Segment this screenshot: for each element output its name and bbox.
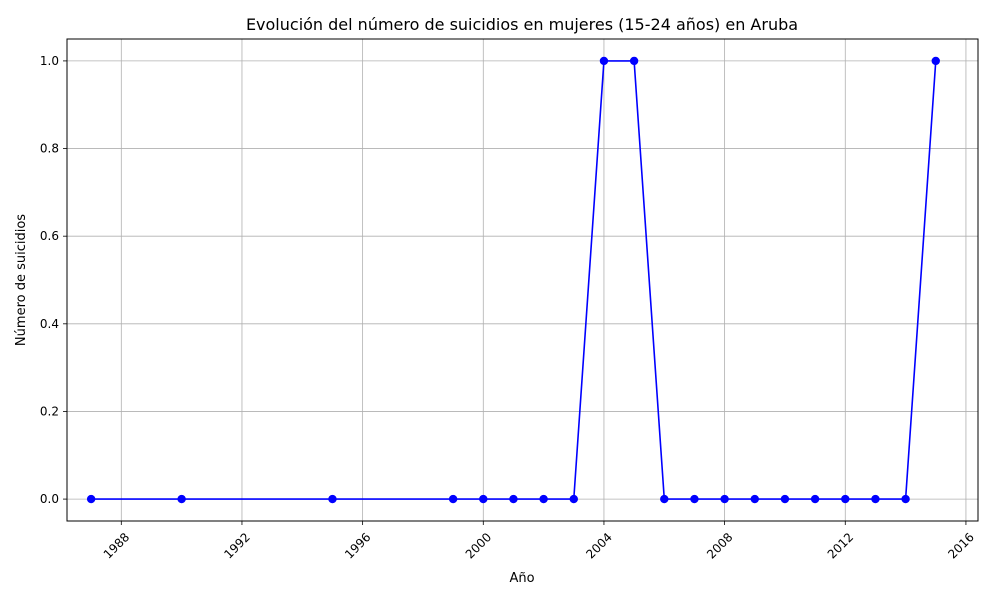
y-tick-label: 1.0 <box>40 54 59 68</box>
data-point <box>901 494 910 504</box>
data-point <box>690 494 699 504</box>
y-tick-label: 0.6 <box>40 229 59 243</box>
data-point <box>780 494 790 504</box>
plot-frame <box>66 38 979 522</box>
data-point <box>660 494 669 504</box>
x-axis-label: Año <box>509 571 534 586</box>
data-point <box>569 494 578 504</box>
data-point <box>629 56 639 66</box>
data-point <box>841 494 850 504</box>
y-tick-label: 0.4 <box>40 317 59 331</box>
data-point <box>810 494 820 504</box>
data-point <box>448 494 458 504</box>
chart-title: Evolución del número de suicidios en muj… <box>246 15 798 34</box>
data-point <box>177 494 186 504</box>
data-point <box>720 494 729 504</box>
y-tick-label: 0.2 <box>40 404 59 418</box>
data-point <box>328 494 337 504</box>
y-tick-label: 0.8 <box>40 142 59 156</box>
y-axis-ticks: 0.0 0.2 0.4 0.6 0.8 1.0 <box>40 54 67 506</box>
data-point <box>931 56 940 66</box>
data-point <box>599 56 609 66</box>
data-point <box>479 494 488 504</box>
data-point <box>750 494 759 504</box>
data-point <box>539 494 548 504</box>
data-point <box>86 494 96 504</box>
data-point <box>509 494 518 504</box>
series-layer <box>86 56 940 504</box>
data-point <box>871 494 880 504</box>
series-line <box>91 60 937 500</box>
grid <box>67 39 978 521</box>
y-tick-label: 0.0 <box>40 492 59 506</box>
y-axis-label: Número de suicidios <box>14 214 29 346</box>
